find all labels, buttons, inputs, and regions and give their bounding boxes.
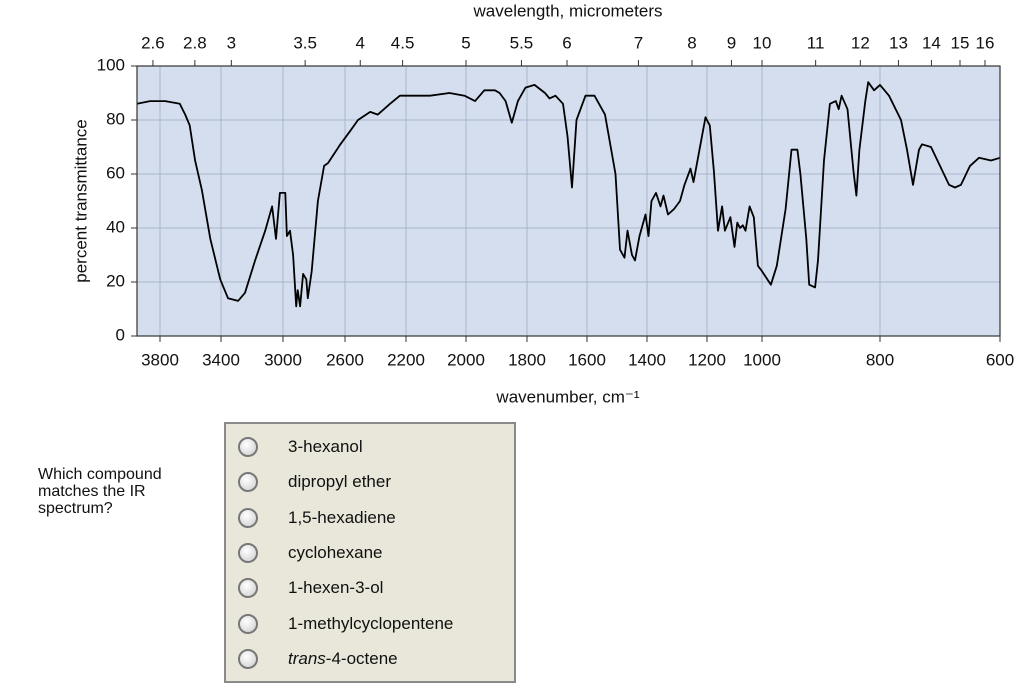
x-tick-label: 1000 [743, 350, 781, 369]
spectrum-line [136, 81, 1001, 308]
plot-frame [136, 65, 1001, 337]
question: Which compound matches the IR spectrum? [38, 466, 162, 517]
option[interactable]: 3-hexanol [238, 432, 363, 462]
x2-tick-label: 6 [562, 33, 571, 52]
x2-tick-label: 7 [634, 33, 643, 52]
radio-button[interactable] [238, 578, 258, 599]
radio-button[interactable] [238, 472, 258, 493]
x2-tick-label: 4.5 [391, 33, 415, 52]
x-axis-label: wavenumber, cm⁻¹ [495, 387, 639, 406]
option[interactable]: dipropyl ether [238, 467, 391, 497]
option-text: 1,5-hexadiene [288, 507, 396, 527]
y-tick-label: 80 [106, 109, 125, 128]
radio-button[interactable] [238, 437, 258, 457]
x2-tick-label: 14 [922, 33, 941, 52]
x-tick-label: 1200 [688, 350, 726, 369]
option-text-rest: -4-octene [325, 648, 398, 668]
y-tick-label: 20 [106, 271, 125, 290]
option-text: trans-4-octene [288, 649, 398, 669]
radio-button[interactable] [238, 507, 258, 528]
x-tick-label: 2200 [387, 350, 425, 369]
option-text: 3-hexanol [288, 437, 363, 456]
x-tick-label: 3800 [141, 350, 179, 369]
x-tick-label: 3400 [202, 350, 240, 369]
option[interactable]: 1-hexen-3-ol [238, 573, 383, 603]
x2-tick-label: 13 [889, 33, 908, 52]
option[interactable]: trans-4-octene [238, 644, 398, 674]
x2-tick-label: 12 [851, 33, 870, 52]
x-tick-label: 800 [866, 350, 894, 369]
y-tick-label: 40 [106, 217, 125, 236]
y-axis-label: percent transmittance [71, 119, 90, 282]
x2-axis-label: wavelength, micrometers [473, 1, 663, 20]
x2-tick-label: 3 [227, 33, 236, 52]
chart: wavelength, micrometers wavenumber, cm⁻¹… [71, 1, 1014, 406]
x2-tick-label: 16 [976, 33, 995, 52]
x2-tick-label: 4 [356, 33, 365, 52]
option[interactable]: cyclohexane [238, 538, 383, 568]
plot-area [137, 66, 1000, 336]
option[interactable]: 1,5-hexadiene [238, 503, 396, 533]
option-text: dipropyl ether [288, 472, 392, 492]
options-box: 3-hexanol dipropyl ether 1,5-hexadiene cycl… [224, 422, 516, 683]
x2-tick-label: 10 [753, 33, 772, 52]
x2-tick-label: 15 [951, 33, 970, 52]
x-tick-label: 1600 [568, 350, 606, 369]
y-tick-label: 100 [97, 55, 125, 74]
option-text: 1-hexen-3-ol [288, 578, 384, 598]
option-text: cyclohexane [288, 542, 383, 562]
x-tick-label: 1800 [508, 350, 546, 369]
option[interactable]: 1-methylcyclopentene [238, 609, 453, 639]
x2-tick-label: 5.5 [510, 33, 534, 52]
radio-button[interactable] [238, 542, 258, 563]
x2-tick-label: 9 [727, 33, 736, 52]
x-tick-label: 1400 [628, 350, 666, 369]
y-tick-label: 0 [116, 325, 125, 344]
y-tick-label: 60 [106, 163, 125, 182]
option-text-italic: trans [288, 648, 326, 668]
x-tick-label: 3000 [264, 350, 302, 369]
x2-tick-label: 5 [461, 33, 470, 52]
x2-tick-label: 8 [687, 33, 696, 52]
x-tick-label: 600 [986, 350, 1014, 369]
x-tick-label: 2000 [447, 350, 485, 369]
option-text: 1-methylcyclopentene [288, 613, 454, 633]
radio-button[interactable] [238, 648, 258, 669]
x-tick-label: 2600 [326, 350, 364, 369]
x2-tick-label: 2.8 [183, 33, 207, 52]
x2-tick-label: 2.6 [141, 33, 165, 52]
x2-tick-label: 3.5 [293, 33, 317, 52]
radio-button[interactable] [238, 613, 258, 634]
x2-tick-label: 11 [807, 33, 825, 52]
